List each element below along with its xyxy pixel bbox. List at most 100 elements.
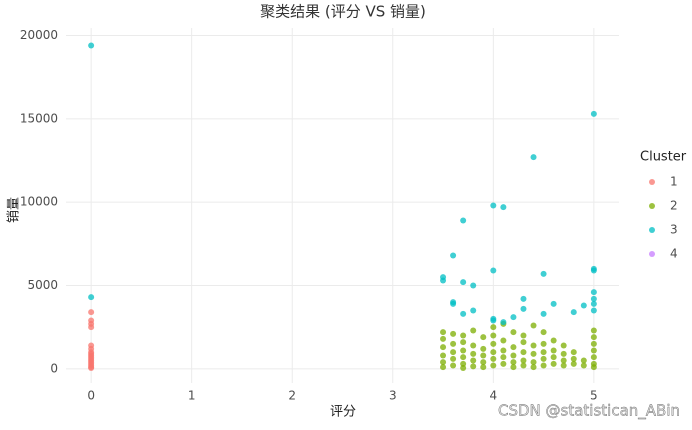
point (88, 42, 95, 49)
point (480, 364, 487, 371)
point (560, 350, 567, 357)
point (460, 347, 467, 354)
point (570, 309, 577, 316)
point (470, 357, 477, 364)
legend-label: 2 (670, 199, 678, 213)
point (440, 352, 447, 359)
legend-swatch (649, 203, 655, 209)
point (520, 357, 527, 364)
point (490, 324, 497, 331)
x-tick-label: 1 (188, 389, 196, 403)
point (550, 354, 557, 361)
legend-swatch (649, 251, 655, 257)
point (580, 357, 587, 364)
point (540, 270, 547, 277)
point (510, 329, 517, 336)
point (480, 345, 487, 352)
legend-label: 3 (670, 223, 678, 237)
point (88, 309, 95, 316)
point (590, 340, 597, 347)
point (440, 364, 447, 371)
point (440, 277, 447, 284)
point (540, 355, 547, 362)
point (510, 364, 517, 371)
x-tick-label: 0 (87, 389, 95, 403)
point (490, 267, 497, 274)
point (490, 355, 497, 362)
point (500, 204, 507, 211)
point (440, 335, 447, 342)
y-tick-label: 20000 (20, 28, 58, 42)
point (540, 349, 547, 356)
point (470, 307, 477, 314)
point (490, 340, 497, 347)
point (480, 334, 487, 341)
point (500, 337, 507, 344)
point (570, 355, 577, 362)
legend-label: 1 (670, 175, 678, 189)
point (530, 364, 537, 371)
point (460, 360, 467, 367)
point (550, 360, 557, 367)
point (490, 362, 497, 369)
point (460, 365, 467, 371)
point (500, 347, 507, 354)
point (88, 365, 95, 371)
point (590, 267, 597, 274)
point (560, 357, 567, 364)
point (450, 340, 457, 347)
y-tick-label: 5000 (27, 278, 58, 292)
point (500, 319, 507, 326)
point (560, 342, 567, 349)
point (500, 354, 507, 361)
chart-title: 聚类结果 (评分 VS 销量) (260, 3, 426, 21)
point (88, 324, 95, 331)
point (470, 282, 477, 289)
point (470, 327, 477, 334)
point (490, 317, 497, 324)
legend-label: 4 (670, 247, 678, 261)
point (530, 359, 537, 366)
point (470, 363, 477, 370)
point (470, 342, 477, 349)
point (530, 342, 537, 349)
point (450, 362, 457, 369)
point (460, 217, 467, 224)
point (450, 300, 457, 307)
point (590, 327, 597, 334)
x-tick-label: 5 (590, 389, 598, 403)
point (520, 339, 527, 346)
legend-swatch (649, 227, 655, 233)
point (540, 310, 547, 317)
point (520, 305, 527, 312)
point (520, 332, 527, 339)
point (510, 352, 517, 359)
y-axis-title: 销量 (7, 197, 22, 223)
point (440, 344, 447, 351)
point (520, 362, 527, 369)
point (88, 294, 95, 301)
point (460, 354, 467, 361)
point (590, 334, 597, 341)
point (560, 362, 567, 369)
point (470, 350, 477, 357)
x-tick-label: 4 (489, 389, 497, 403)
point (590, 347, 597, 354)
x-tick-label: 2 (288, 389, 296, 403)
legend-swatch (649, 179, 655, 185)
watermark: CSDN @statistican_ABin (498, 402, 680, 421)
point (450, 355, 457, 362)
point (590, 307, 597, 314)
y-tick-label: 10000 (20, 195, 58, 209)
point (460, 310, 467, 317)
point (570, 360, 577, 367)
point (590, 295, 597, 302)
point (580, 302, 587, 309)
point (510, 359, 517, 366)
point (530, 350, 537, 357)
point (530, 154, 537, 161)
point (530, 322, 537, 329)
point (490, 332, 497, 339)
point (540, 329, 547, 336)
